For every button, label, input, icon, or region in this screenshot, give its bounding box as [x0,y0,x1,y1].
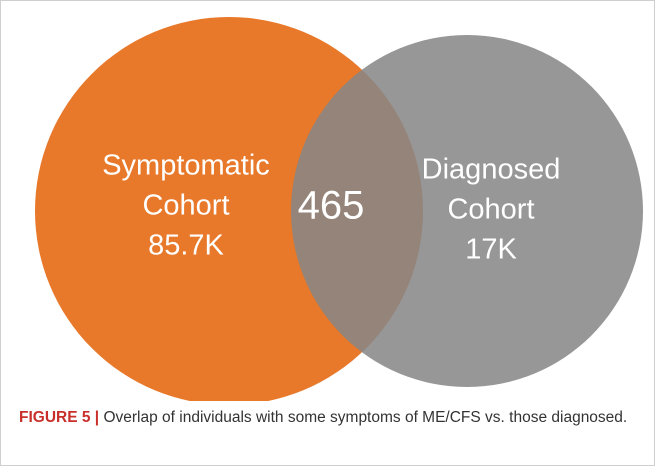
caption-text: Overlap of individuals with some symptom… [103,409,628,426]
set-label: Cohort [142,190,229,222]
set-circle-diagnosed [291,35,643,387]
set-label: Diagnosed [422,154,561,186]
set-label: Cohort [447,194,534,226]
caption-label: FIGURE 5 | [19,409,100,426]
set-count: 85.7K [148,230,224,262]
set-label: Symptomatic [102,150,270,182]
venn-diagram: Symptomatic Cohort 85.7K 465 Diagnosed C… [35,17,643,401]
set-count: 17K [465,234,517,266]
caption: FIGURE 5 | Overlap of individuals with s… [19,404,629,431]
intersection-count: 465 [298,184,365,228]
